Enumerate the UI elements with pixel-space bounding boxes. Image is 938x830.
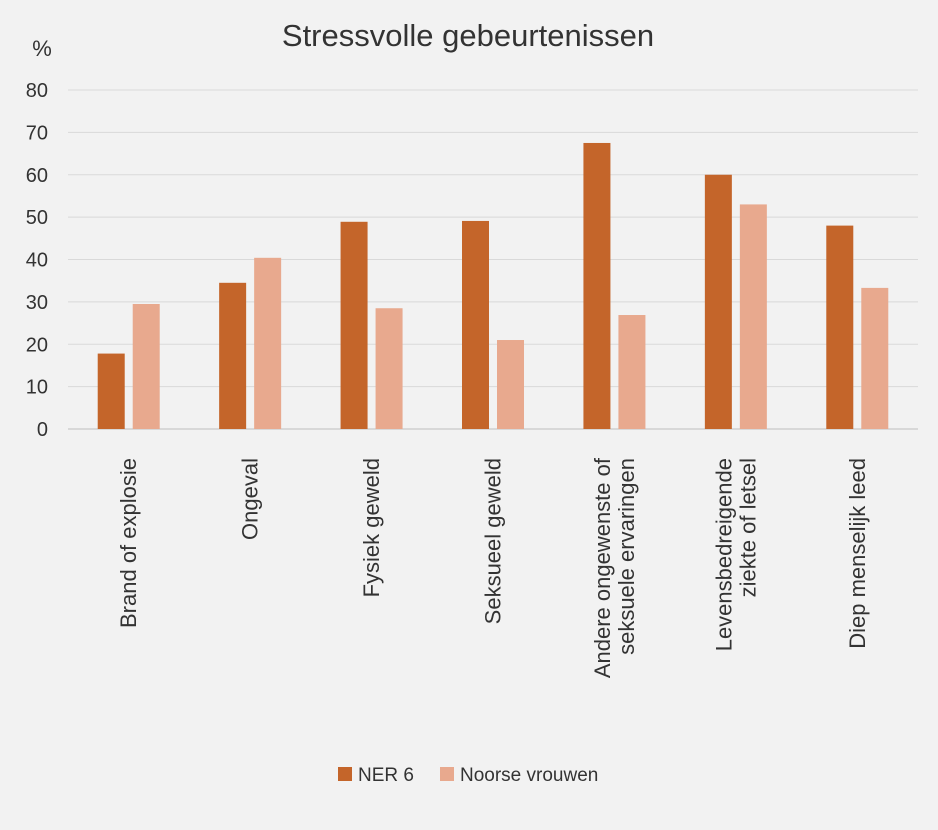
bar-noorse-vrouwen-3	[497, 340, 524, 429]
gridlines	[68, 89, 918, 430]
x-category-label: Levensbedreigende	[711, 458, 736, 651]
y-tick-label: 60	[26, 165, 48, 187]
x-category-label: Andere ongewenste of	[590, 457, 615, 678]
bars	[97, 142, 889, 429]
bar-noorse-vrouwen-2	[375, 308, 403, 429]
bar-ner6-1	[219, 282, 247, 429]
y-axis-unit-label: %	[32, 36, 52, 61]
y-axis-ticks: 0 10 20 30 40 50 60 70 80	[26, 80, 48, 441]
x-category-label: Brand of explosie	[116, 458, 141, 628]
bar-ner6-2	[340, 221, 368, 429]
bar-noorse-vrouwen-1	[254, 257, 282, 429]
y-tick-label: 70	[26, 122, 48, 144]
bar-ner6-5	[704, 174, 732, 429]
bar-noorse-vrouwen-4	[618, 315, 646, 429]
x-category-label: Ongeval	[238, 458, 263, 540]
chart-title: Stressvolle gebeurtenissen	[282, 18, 654, 53]
y-tick-label: 20	[26, 334, 48, 356]
bar-noorse-vrouwen-5	[739, 204, 767, 429]
x-category-label: seksuele ervaringen	[614, 458, 639, 655]
bar-ner6-0	[97, 353, 125, 429]
legend: NER 6 Noorse vrouwen	[338, 765, 598, 786]
y-tick-label: 10	[26, 377, 48, 399]
bar-ner6-6	[826, 225, 854, 429]
x-category-label: ziekte of letsel	[735, 458, 760, 597]
bar-ner6-3	[462, 220, 489, 429]
y-tick-label: 40	[26, 250, 48, 272]
y-tick-label: 0	[37, 419, 48, 441]
bar-noorse-vrouwen-6	[861, 287, 889, 429]
x-axis-category-labels: Brand of explosie Ongeval Fysiek geweld Sek…	[116, 457, 870, 678]
x-category-label: Fysiek geweld	[359, 458, 384, 597]
x-category-label: Diep menselijk leed	[845, 458, 870, 649]
legend-swatch-ner6	[338, 767, 352, 781]
legend-swatch-noorse-vrouwen	[440, 767, 454, 781]
x-category-label: Seksueel geweld	[481, 458, 506, 624]
y-tick-label: 30	[26, 292, 48, 314]
y-tick-label: 50	[26, 207, 48, 229]
y-tick-label: 80	[26, 80, 48, 102]
bar-ner6-4	[583, 142, 611, 429]
legend-label-noorse-vrouwen: Noorse vrouwen	[460, 765, 598, 786]
bar-noorse-vrouwen-0	[132, 303, 160, 429]
legend-label-ner6: NER 6	[358, 765, 414, 786]
